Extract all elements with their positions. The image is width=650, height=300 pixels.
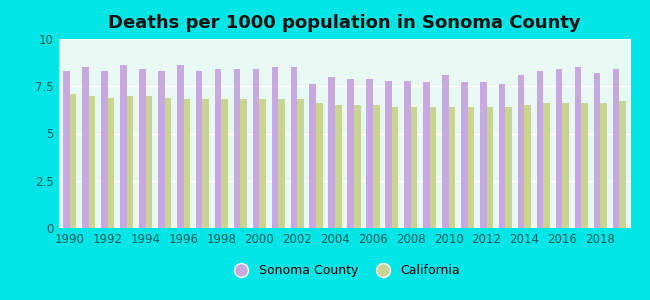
Bar bbox=[442, 75, 448, 228]
Bar bbox=[423, 82, 430, 228]
Bar bbox=[316, 103, 322, 228]
Bar bbox=[411, 107, 417, 228]
Bar bbox=[309, 84, 316, 228]
Bar bbox=[404, 81, 411, 228]
Bar bbox=[108, 98, 114, 228]
Bar bbox=[70, 94, 77, 228]
Bar bbox=[461, 82, 467, 228]
Bar bbox=[543, 103, 550, 228]
Bar bbox=[575, 67, 581, 228]
Bar bbox=[537, 71, 543, 228]
Bar bbox=[556, 69, 562, 228]
Bar bbox=[234, 69, 240, 228]
Bar bbox=[581, 103, 588, 228]
Bar bbox=[518, 75, 525, 228]
Bar bbox=[158, 71, 164, 228]
Bar bbox=[562, 103, 569, 228]
Bar bbox=[297, 100, 304, 228]
Bar bbox=[259, 100, 266, 228]
Bar bbox=[467, 107, 474, 228]
Bar bbox=[354, 105, 361, 228]
Bar bbox=[499, 84, 506, 228]
Bar bbox=[214, 69, 222, 228]
Bar bbox=[367, 79, 373, 228]
Bar bbox=[240, 100, 247, 228]
Bar bbox=[202, 100, 209, 228]
Bar bbox=[272, 67, 278, 228]
Bar bbox=[278, 100, 285, 228]
Bar bbox=[183, 100, 190, 228]
Bar bbox=[593, 73, 600, 228]
Title: Deaths per 1000 population in Sonoma County: Deaths per 1000 population in Sonoma Cou… bbox=[108, 14, 581, 32]
Bar bbox=[328, 77, 335, 228]
Bar bbox=[222, 100, 228, 228]
Bar bbox=[82, 67, 89, 228]
Bar bbox=[177, 65, 183, 228]
Bar bbox=[430, 107, 436, 228]
Bar bbox=[291, 67, 297, 228]
Bar bbox=[89, 96, 96, 228]
Bar bbox=[600, 103, 607, 228]
Legend: Sonoma County, California: Sonoma County, California bbox=[224, 259, 465, 282]
Bar bbox=[506, 107, 512, 228]
Bar bbox=[487, 107, 493, 228]
Bar bbox=[196, 71, 202, 228]
Bar bbox=[127, 96, 133, 228]
Bar bbox=[480, 82, 487, 228]
Bar bbox=[347, 79, 354, 228]
Bar bbox=[392, 107, 398, 228]
Bar bbox=[139, 69, 146, 228]
Bar bbox=[525, 105, 531, 228]
Bar bbox=[63, 71, 70, 228]
Bar bbox=[120, 65, 127, 228]
Bar bbox=[146, 96, 152, 228]
Bar bbox=[335, 105, 342, 228]
Bar bbox=[619, 101, 626, 228]
Bar bbox=[164, 98, 171, 228]
Bar bbox=[385, 81, 392, 228]
Bar bbox=[101, 71, 108, 228]
Bar bbox=[612, 69, 619, 228]
Bar bbox=[253, 69, 259, 228]
Bar bbox=[448, 107, 455, 228]
Bar bbox=[373, 105, 380, 228]
